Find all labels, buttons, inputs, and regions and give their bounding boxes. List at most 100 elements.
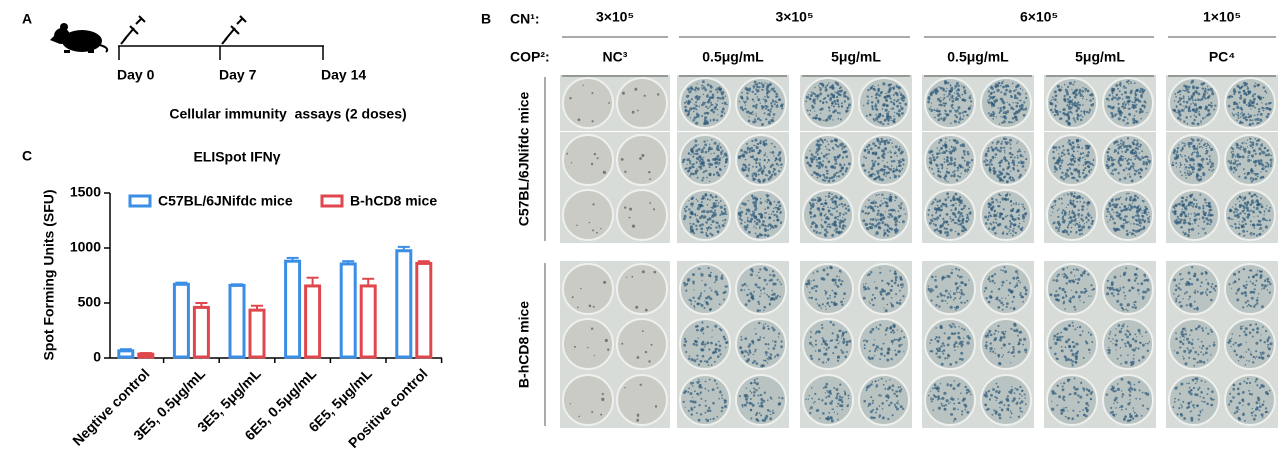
spot xyxy=(819,108,821,110)
spot xyxy=(1017,105,1018,106)
spot xyxy=(1053,157,1056,160)
spot xyxy=(1005,161,1006,162)
spot xyxy=(700,163,701,164)
spot xyxy=(995,199,997,201)
spot xyxy=(781,167,782,168)
spot xyxy=(1060,176,1063,179)
spot xyxy=(773,113,776,116)
spot xyxy=(887,123,889,125)
spot xyxy=(687,102,690,105)
spot xyxy=(1206,222,1209,225)
spot xyxy=(1206,279,1208,281)
spot xyxy=(1271,155,1273,157)
spot xyxy=(1236,212,1237,213)
spot xyxy=(891,120,892,121)
spot xyxy=(1017,141,1018,142)
spot xyxy=(764,208,766,210)
spot xyxy=(1056,275,1058,277)
spot xyxy=(721,93,724,96)
spot xyxy=(779,281,780,282)
spot xyxy=(895,278,897,280)
spot xyxy=(1128,104,1129,105)
spot xyxy=(954,93,955,94)
spot xyxy=(750,214,752,216)
spot xyxy=(833,166,836,169)
spot xyxy=(930,162,933,165)
spot xyxy=(771,151,774,154)
spot xyxy=(832,215,833,216)
spot xyxy=(1196,278,1199,281)
spot xyxy=(894,104,896,106)
spot xyxy=(1188,201,1191,204)
spot xyxy=(999,109,1002,112)
spot xyxy=(1108,148,1110,150)
spot xyxy=(888,216,890,218)
spot xyxy=(996,222,998,224)
spot xyxy=(991,164,993,166)
spot xyxy=(1251,142,1254,145)
spot xyxy=(1117,103,1119,105)
spot xyxy=(943,117,946,120)
spot xyxy=(835,81,837,83)
spot xyxy=(741,219,743,221)
spot xyxy=(940,97,941,98)
spot xyxy=(937,207,940,210)
spot xyxy=(684,208,686,210)
spot xyxy=(1141,110,1144,113)
spot xyxy=(1249,123,1251,125)
spot xyxy=(870,271,872,273)
spot xyxy=(1258,111,1260,113)
spot xyxy=(725,161,728,164)
spot xyxy=(1106,216,1108,218)
spot xyxy=(834,221,837,224)
spot xyxy=(1061,198,1063,200)
spot xyxy=(738,213,741,216)
spot xyxy=(1075,279,1077,281)
spot xyxy=(872,218,875,221)
spot xyxy=(934,117,936,119)
spot xyxy=(1061,159,1063,161)
spot xyxy=(1260,171,1261,172)
spot xyxy=(1265,154,1268,157)
spot xyxy=(1020,100,1022,102)
spot xyxy=(763,224,765,226)
spot xyxy=(876,115,879,118)
spot xyxy=(818,210,820,212)
timeline xyxy=(118,46,324,60)
spot xyxy=(772,117,774,119)
spot xyxy=(1066,169,1069,172)
spot xyxy=(1124,88,1125,89)
spot xyxy=(711,139,713,141)
spot xyxy=(1127,100,1130,103)
spot xyxy=(1054,114,1056,116)
spot xyxy=(1175,162,1177,164)
spot xyxy=(1197,150,1198,151)
spot xyxy=(890,270,892,272)
spot xyxy=(1010,95,1012,97)
spot xyxy=(931,203,933,205)
spot xyxy=(758,277,760,279)
spot xyxy=(1265,165,1268,168)
spot xyxy=(894,112,895,113)
spot xyxy=(1244,150,1247,153)
spot xyxy=(814,199,816,201)
spot xyxy=(746,174,749,177)
spot xyxy=(695,105,698,108)
spot xyxy=(1091,163,1093,165)
spot xyxy=(886,224,888,226)
spot xyxy=(808,297,810,299)
spot xyxy=(999,194,1001,196)
spot xyxy=(1131,286,1133,288)
spot xyxy=(1131,101,1133,103)
spot xyxy=(950,296,952,298)
spot xyxy=(1058,300,1059,301)
spot xyxy=(1078,196,1081,199)
spot xyxy=(817,95,820,98)
spot xyxy=(1069,103,1071,105)
spot xyxy=(1185,283,1188,286)
spot xyxy=(1205,88,1207,90)
spot xyxy=(1207,282,1209,284)
spot xyxy=(706,95,709,98)
spot xyxy=(746,98,748,100)
spot xyxy=(898,114,901,117)
